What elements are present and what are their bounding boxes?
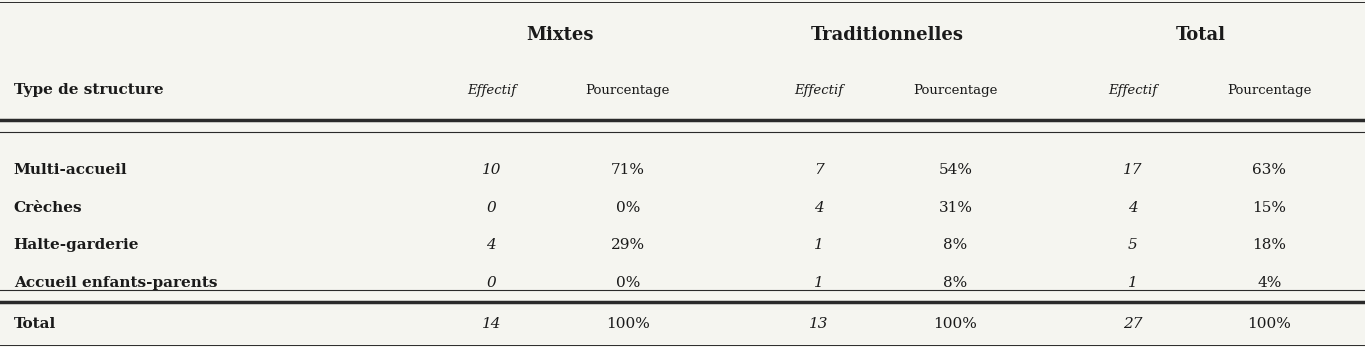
Text: 63%: 63%: [1253, 163, 1286, 177]
Text: 4: 4: [486, 238, 497, 252]
Text: Effectif: Effectif: [794, 84, 844, 97]
Text: 4%: 4%: [1257, 276, 1282, 290]
Text: 100%: 100%: [934, 318, 977, 331]
Text: Traditionnelles: Traditionnelles: [811, 26, 964, 44]
Text: 14: 14: [482, 318, 501, 331]
Text: Pourcentage: Pourcentage: [913, 84, 998, 97]
Text: 4: 4: [1127, 201, 1138, 215]
Text: 1: 1: [1127, 276, 1138, 290]
Text: 1: 1: [814, 276, 824, 290]
Text: Effectif: Effectif: [1108, 84, 1158, 97]
Text: 4: 4: [814, 201, 824, 215]
Text: Pourcentage: Pourcentage: [586, 84, 670, 97]
Text: 5: 5: [1127, 238, 1138, 252]
Text: 54%: 54%: [939, 163, 972, 177]
Text: 13: 13: [809, 318, 829, 331]
Text: Crèches: Crèches: [14, 201, 82, 215]
Text: 100%: 100%: [606, 318, 650, 331]
Text: 0: 0: [486, 276, 497, 290]
Text: Mixtes: Mixtes: [526, 26, 594, 44]
Text: Accueil enfants-parents: Accueil enfants-parents: [14, 276, 217, 290]
Text: Halte-garderie: Halte-garderie: [14, 238, 139, 252]
Text: 7: 7: [814, 163, 824, 177]
Text: 0%: 0%: [616, 276, 640, 290]
Text: 29%: 29%: [612, 238, 644, 252]
Text: 8%: 8%: [943, 276, 968, 290]
Text: 17: 17: [1123, 163, 1143, 177]
Text: Type de structure: Type de structure: [14, 83, 164, 97]
Text: Pourcentage: Pourcentage: [1227, 84, 1312, 97]
Text: 18%: 18%: [1253, 238, 1286, 252]
Text: Total: Total: [14, 318, 56, 331]
Text: 31%: 31%: [939, 201, 972, 215]
Text: 100%: 100%: [1248, 318, 1291, 331]
Text: 8%: 8%: [943, 238, 968, 252]
Text: Multi-accueil: Multi-accueil: [14, 163, 127, 177]
Text: 71%: 71%: [612, 163, 644, 177]
Text: Total: Total: [1177, 26, 1226, 44]
Text: Effectif: Effectif: [467, 84, 516, 97]
Text: 0%: 0%: [616, 201, 640, 215]
Text: 27: 27: [1123, 318, 1143, 331]
Text: 0: 0: [486, 201, 497, 215]
Text: 10: 10: [482, 163, 501, 177]
Text: 1: 1: [814, 238, 824, 252]
Text: 15%: 15%: [1253, 201, 1286, 215]
